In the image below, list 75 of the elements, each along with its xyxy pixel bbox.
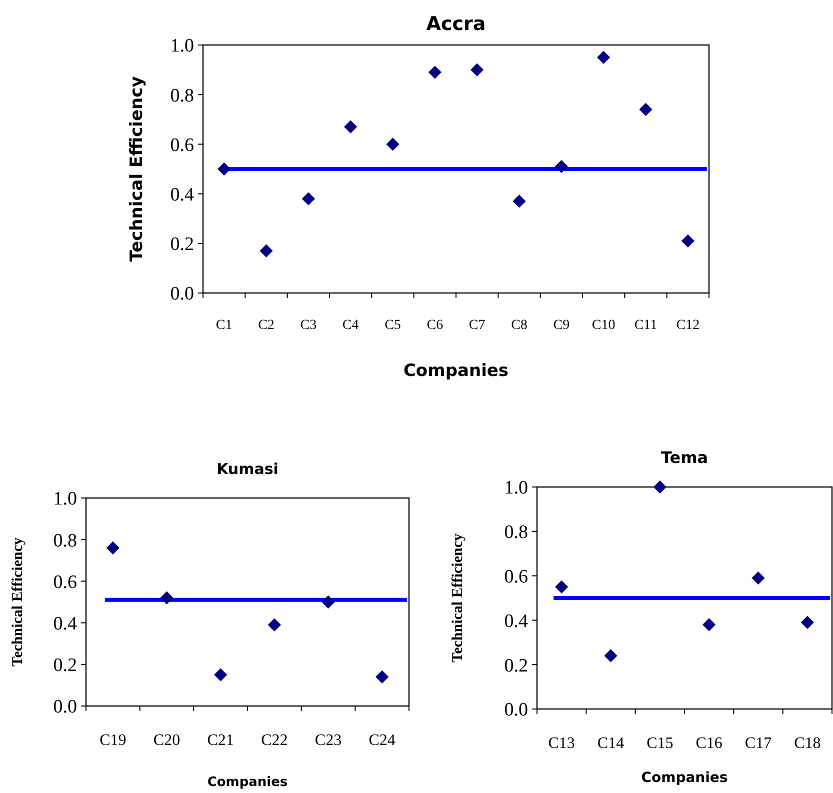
point: [214, 668, 228, 682]
x-tick-label: C22: [261, 732, 288, 749]
x-tick-label: C21: [207, 732, 234, 749]
y-tick-label: 0.4: [53, 613, 78, 634]
x-tick-label: C7: [468, 318, 486, 333]
point: [376, 670, 389, 684]
x-tick-label: C23: [314, 732, 342, 749]
y-tick-label: 0.0: [170, 284, 194, 305]
y-tick-label: 0.6: [170, 134, 194, 156]
x-tick-label: C18: [794, 735, 821, 752]
y-tick-label: 1.0: [504, 478, 528, 499]
point: [555, 580, 568, 594]
x-tick-label: C8: [511, 318, 528, 333]
x-tick-label: C4: [342, 318, 359, 333]
point: [302, 192, 315, 206]
chart-title: Kumasi: [216, 460, 278, 478]
y-axis-title: Technical Efficiency: [10, 537, 26, 667]
point: [554, 160, 568, 174]
x-tick-label: C19: [100, 732, 126, 749]
x-tick-label: C12: [676, 318, 700, 333]
x-axis-title: Companies: [641, 770, 728, 786]
x-tick-label: C20: [153, 732, 180, 749]
point: [218, 162, 231, 176]
point: [639, 102, 652, 116]
x-tick-label: C24: [368, 732, 396, 749]
y-axis-title: Technical Efficiency: [450, 533, 466, 663]
x-tick-label: C13: [548, 735, 575, 752]
point: [512, 194, 526, 208]
x-tick-label: C1: [216, 318, 232, 333]
x-tick-label: C3: [300, 318, 317, 333]
x-tick-label: C10: [592, 318, 616, 333]
x-tick-label: C14: [597, 735, 624, 752]
x-tick-label: C16: [696, 735, 722, 752]
x-axis-title: Companies: [207, 775, 288, 790]
point: [106, 541, 120, 554]
point: [268, 618, 281, 632]
point: [344, 120, 358, 134]
y-tick-label: 0.0: [504, 700, 528, 721]
x-axis-title: Companies: [403, 361, 509, 381]
x-tick-label: C11: [634, 318, 658, 333]
point: [428, 66, 442, 79]
point: [752, 571, 765, 585]
y-axis-title: Technical Efficiency: [127, 76, 147, 262]
y-tick-label: 0.2: [504, 655, 528, 676]
point: [604, 649, 618, 662]
x-tick-label: C17: [744, 735, 772, 752]
y-tick-label: 0.8: [53, 530, 77, 552]
y-tick-label: 0.2: [53, 655, 77, 676]
point: [702, 618, 716, 632]
x-tick-label: C9: [553, 318, 570, 333]
y-tick-label: 0.4: [504, 610, 528, 632]
y-tick-label: 1.0: [53, 488, 77, 510]
x-tick-label: C5: [384, 318, 401, 333]
chart-title: Tema: [660, 448, 708, 467]
y-tick-label: 0.6: [504, 566, 528, 588]
point: [800, 616, 814, 629]
x-tick-label: C15: [646, 735, 674, 752]
y-tick-label: 0.6: [53, 572, 77, 593]
point: [260, 244, 273, 258]
point: [322, 595, 335, 609]
y-tick-label: 1.0: [170, 36, 194, 57]
point: [160, 591, 174, 604]
x-tick-label: C2: [258, 318, 274, 333]
point: [597, 50, 610, 64]
x-tick-label: C6: [426, 318, 444, 333]
y-tick-label: 0.8: [504, 522, 528, 544]
chart-title: Accra: [426, 13, 486, 35]
point: [470, 63, 484, 76]
y-tick-label: 0.0: [53, 696, 77, 718]
y-tick-label: 0.8: [170, 85, 194, 106]
point: [386, 138, 400, 151]
point: [681, 234, 694, 248]
y-tick-label: 0.2: [170, 234, 194, 256]
y-tick-label: 0.4: [170, 184, 194, 206]
point: [653, 480, 666, 494]
